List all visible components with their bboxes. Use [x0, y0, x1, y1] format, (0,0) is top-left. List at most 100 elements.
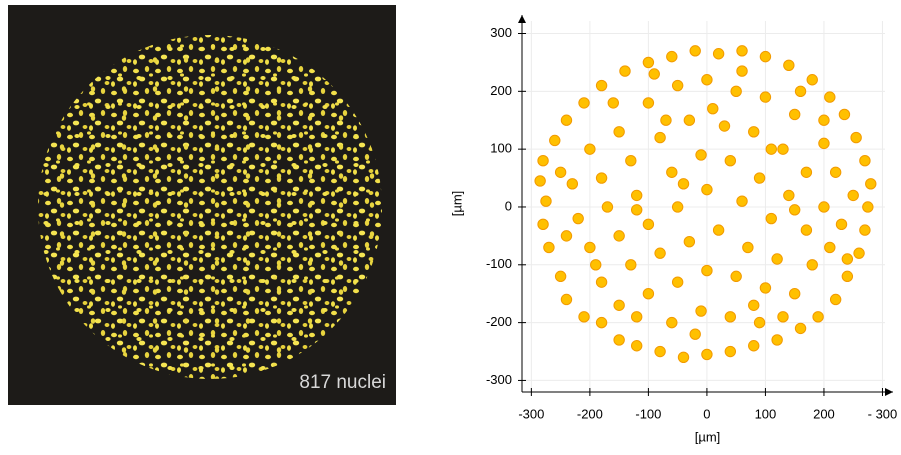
point: [554, 166, 567, 178]
x-axis-arrow: [885, 388, 893, 396]
y-tick-label: 100: [490, 141, 512, 156]
point: [630, 189, 643, 202]
point: [765, 143, 777, 155]
point: [537, 155, 549, 167]
point: [660, 114, 672, 126]
point: [724, 345, 737, 358]
point: [671, 201, 684, 213]
point: [595, 172, 608, 184]
y-axis-title: [µm]: [449, 191, 464, 217]
point: [862, 201, 874, 213]
point: [578, 97, 590, 109]
point: [683, 235, 696, 248]
point: [666, 316, 678, 329]
point: [654, 247, 666, 259]
y-tick-label: -200: [486, 314, 512, 329]
point: [736, 45, 748, 57]
point: [701, 183, 713, 196]
point: [695, 149, 707, 161]
nuclei: [38, 35, 382, 379]
point: [788, 108, 801, 121]
point: [818, 201, 830, 213]
point: [613, 334, 625, 346]
y-tick-label: -300: [486, 372, 512, 387]
point: [677, 351, 690, 364]
point: [777, 143, 789, 155]
point: [753, 316, 766, 329]
point: [537, 218, 549, 231]
point: [671, 79, 684, 92]
point: [549, 134, 561, 147]
point: [707, 102, 719, 115]
point: [560, 114, 573, 126]
x-tick-label: 100: [755, 406, 777, 421]
point: [829, 293, 842, 306]
point: [800, 224, 813, 236]
point: [654, 345, 666, 358]
point: [742, 241, 754, 254]
point: [788, 204, 801, 216]
point: [572, 212, 584, 225]
point: [607, 97, 619, 109]
point: [654, 131, 666, 144]
point: [818, 114, 830, 126]
point: [838, 108, 851, 121]
point: [730, 270, 742, 283]
point: [783, 189, 795, 202]
point: [560, 293, 573, 306]
point: [777, 311, 789, 323]
point: [648, 68, 660, 80]
point: [613, 230, 625, 242]
point: [850, 131, 862, 144]
point: [666, 166, 678, 178]
point: [835, 218, 848, 231]
point: [788, 288, 801, 300]
point: [613, 126, 625, 138]
point: [642, 218, 655, 231]
point: [578, 311, 590, 323]
point: [812, 311, 824, 323]
point: [671, 276, 684, 288]
point: [736, 195, 748, 207]
x-tick-label: -200: [577, 406, 603, 421]
point: [595, 79, 608, 92]
point: [689, 328, 701, 340]
point: [642, 288, 655, 300]
point: [759, 282, 772, 294]
point: [677, 178, 690, 190]
point: [625, 259, 637, 271]
point: [701, 264, 713, 277]
point: [783, 59, 795, 72]
point: [818, 137, 830, 150]
point: [595, 276, 608, 288]
point: [613, 299, 625, 311]
point: [771, 253, 783, 265]
point: [625, 155, 637, 167]
point: [841, 270, 854, 283]
y-tick-label: -100: [486, 256, 512, 271]
point: [666, 50, 678, 63]
point: [595, 316, 608, 329]
point: [642, 97, 655, 109]
point: [800, 166, 813, 178]
image-label: 817 nuclei: [299, 372, 386, 393]
y-tick-label: 0: [505, 198, 512, 213]
x-tick-label: 200: [813, 406, 835, 421]
point: [859, 155, 871, 167]
point: [601, 201, 614, 213]
point: [701, 74, 713, 86]
point: [554, 270, 567, 283]
point: [695, 305, 707, 317]
scatter-chart: -300 -200 -100 0 100 200 - 300 -300 -200 -100 0 100…: [449, 15, 897, 444]
point: [630, 340, 643, 352]
point: [794, 322, 807, 335]
point: [753, 172, 766, 184]
point: [560, 230, 573, 242]
point: [748, 126, 760, 138]
x-tick-label: - 300: [868, 406, 898, 421]
point: [794, 85, 807, 98]
point: [566, 178, 579, 190]
point: [736, 65, 748, 77]
point: [824, 241, 836, 254]
